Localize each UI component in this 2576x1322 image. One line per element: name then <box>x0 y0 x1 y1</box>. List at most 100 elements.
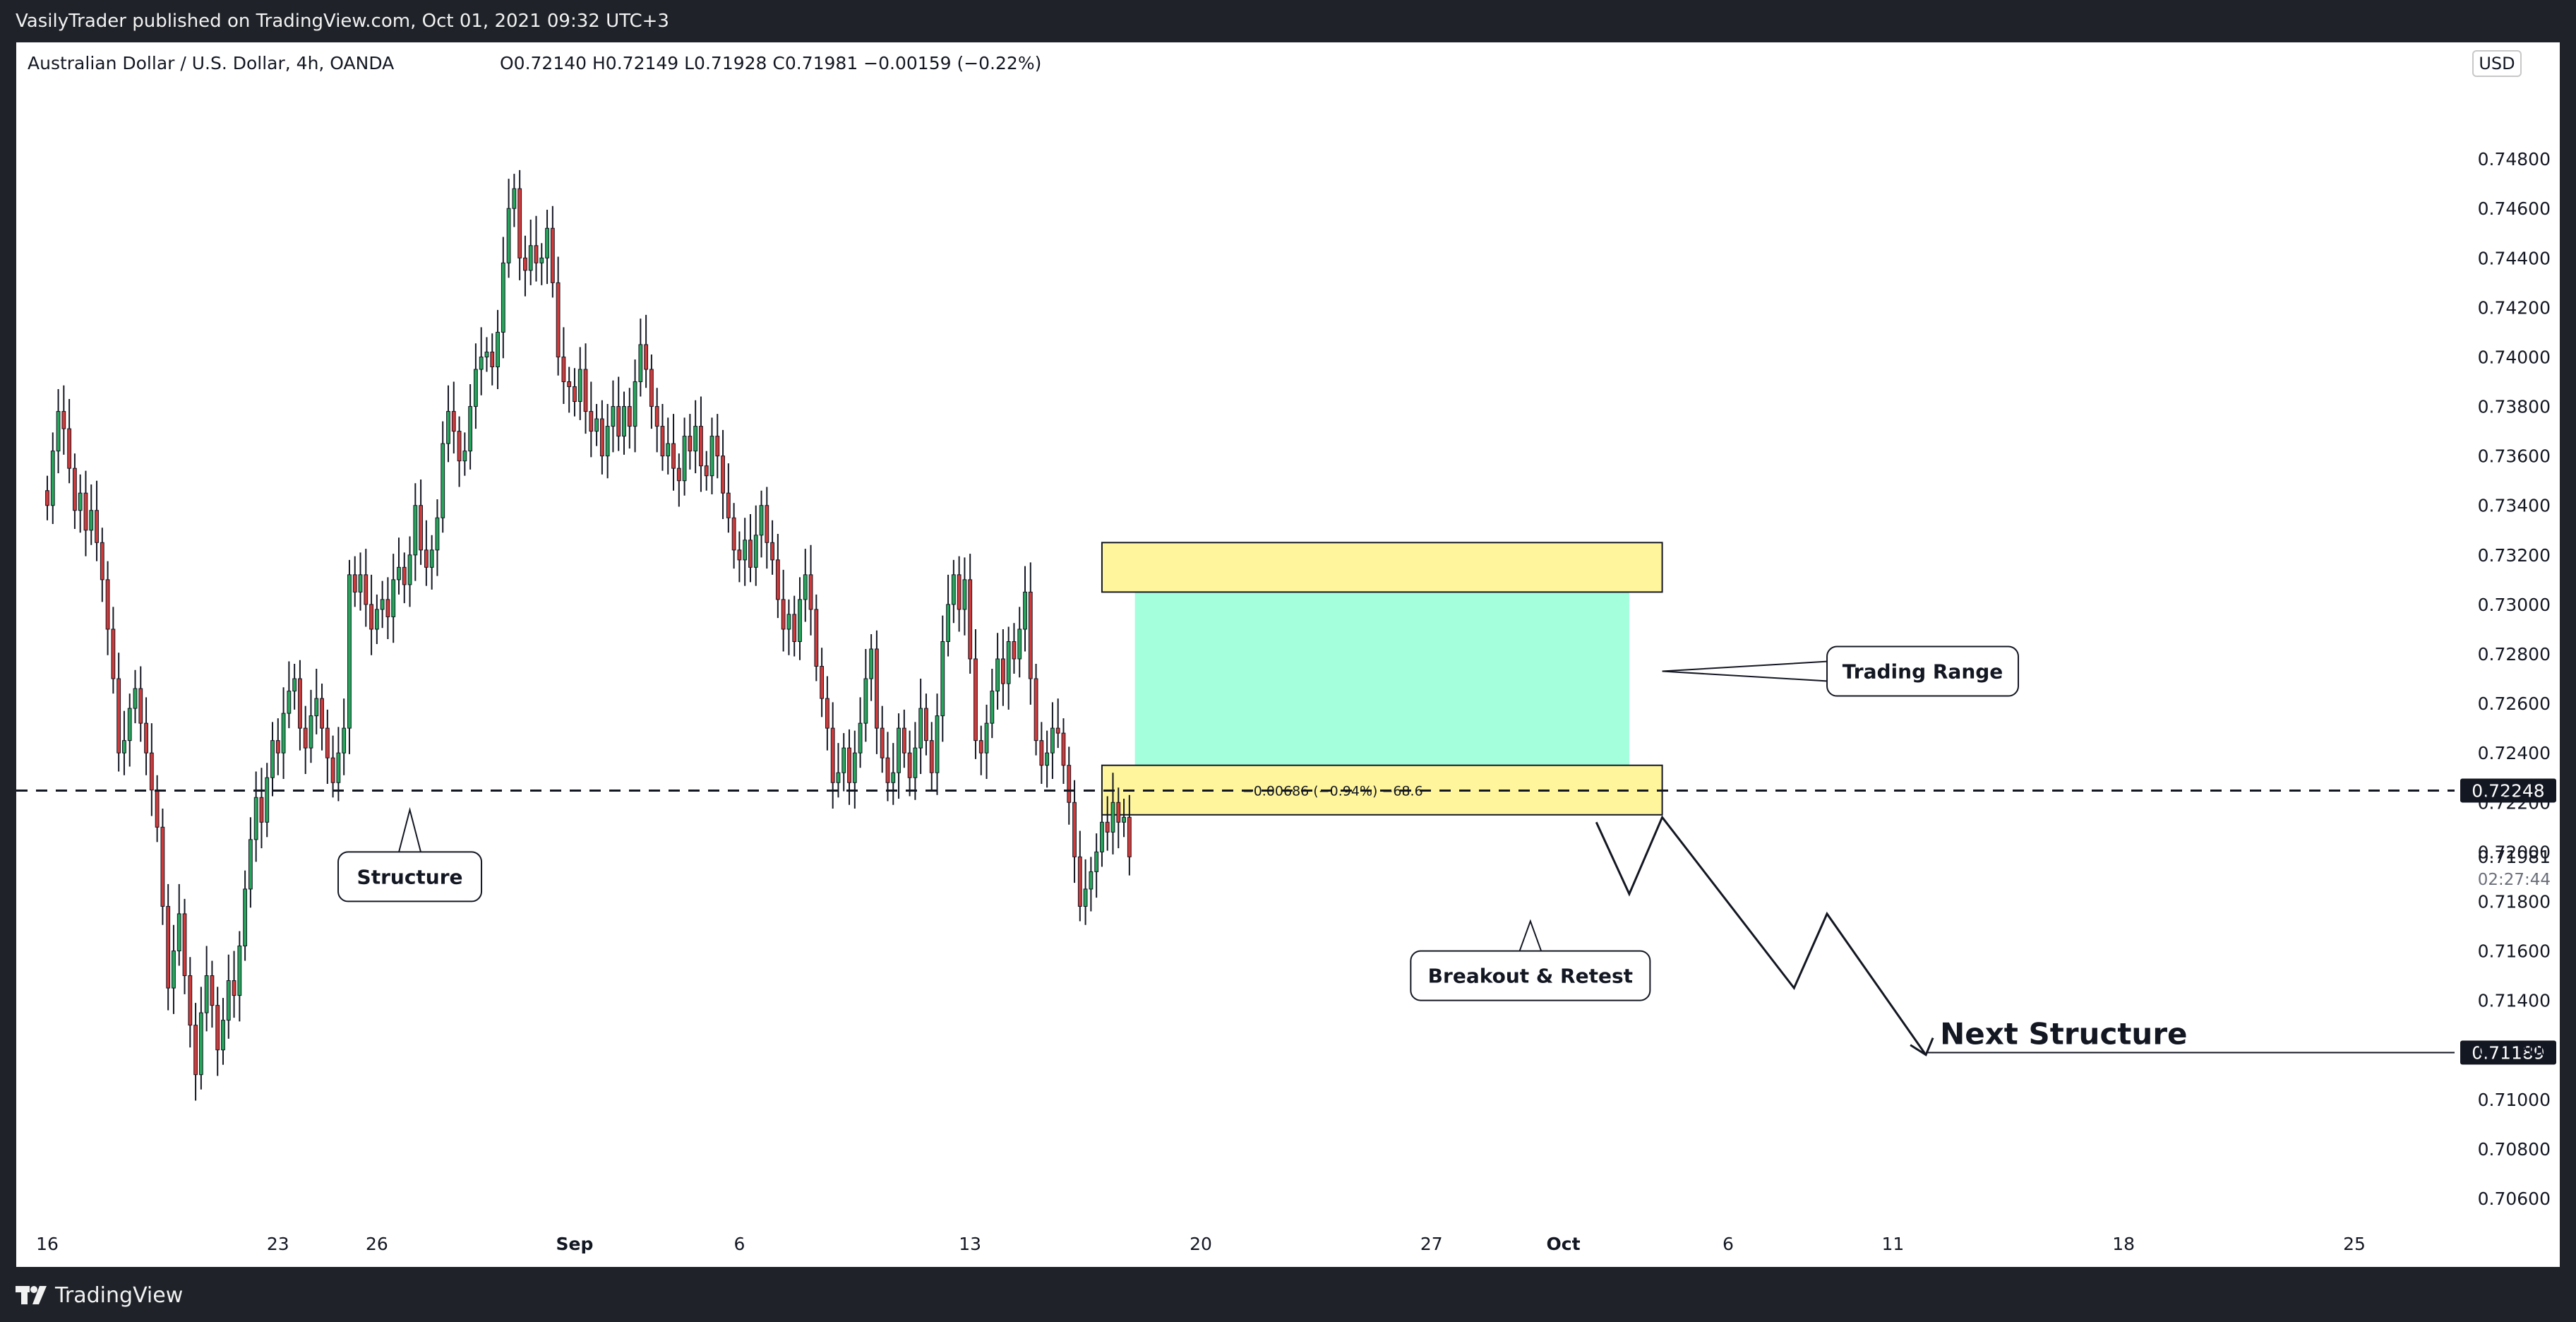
candle-body <box>852 752 857 783</box>
candle-body <box>462 451 467 462</box>
legend-ohlc: O0.72140 H0.72149 L0.71928 C0.71981 −0.0… <box>500 53 1041 73</box>
y-tick-label: 0.73400 <box>2478 496 2551 516</box>
x-tick-label: 25 <box>2343 1234 2366 1254</box>
candle-body <box>468 406 473 452</box>
candle-body <box>682 436 687 482</box>
candle-body <box>1012 641 1017 660</box>
candle-body <box>320 698 324 729</box>
candle-body <box>424 549 429 568</box>
currency-button[interactable] <box>2472 50 2522 77</box>
tradingview-brand[interactable]: TradingView <box>16 1281 183 1309</box>
candle-body <box>786 614 791 630</box>
candle-body <box>748 540 753 568</box>
candle-body <box>1055 727 1060 734</box>
candle-body <box>880 727 885 758</box>
candle-body <box>429 549 434 568</box>
candle-body <box>402 566 407 585</box>
candle-body <box>243 888 248 947</box>
candle-body <box>67 428 72 469</box>
callout-box <box>1826 645 2020 697</box>
x-tick-label: 23 <box>267 1234 289 1254</box>
candle-body <box>765 505 769 543</box>
candle-body <box>1116 802 1121 823</box>
candle-body <box>775 559 780 600</box>
candle-body <box>1017 629 1022 660</box>
candle-body <box>105 579 110 630</box>
candle-body <box>918 708 923 749</box>
candle-body <box>308 715 313 749</box>
candle-body <box>314 698 319 717</box>
candle-body <box>380 599 385 610</box>
candle-body <box>528 245 533 271</box>
candle-body <box>990 691 995 724</box>
projection-arrowhead <box>1910 1037 1934 1056</box>
x-tick-label: Oct <box>1547 1234 1581 1254</box>
candle-body <box>1110 802 1115 833</box>
candle-body <box>1000 658 1005 684</box>
price-chart[interactable]: 0.72248 0.71189 0.71981 02:27:44 −0.00686 (−… <box>16 42 2560 1267</box>
next-structure-label: Next Structure <box>1940 1017 2187 1052</box>
candle-body <box>743 540 748 561</box>
callout-text: Trading Range <box>1843 660 2003 684</box>
y-tick-label: 0.74600 <box>2478 198 2551 219</box>
candle-body <box>479 356 484 370</box>
countdown-label: 02:27:44 <box>2478 871 2551 889</box>
candle-body <box>803 574 808 600</box>
candle-body <box>1034 678 1038 742</box>
candle-body <box>836 772 841 783</box>
trading-range-callout[interactable]: Trading Range <box>1662 645 2020 697</box>
breakout-retest-callout[interactable]: Breakout & Retest <box>1410 919 1651 1001</box>
candle-body <box>232 980 236 996</box>
candle-body <box>1045 752 1050 766</box>
x-tick-label: 6 <box>733 1234 745 1254</box>
candle-body <box>688 436 693 452</box>
candle-body <box>858 722 863 754</box>
y-tick-label: 0.74000 <box>2478 347 2551 367</box>
candle-body <box>210 975 215 1006</box>
candle-body <box>1077 856 1082 907</box>
candle-body <box>605 426 610 457</box>
structure-callout[interactable]: Structure <box>337 806 483 903</box>
candle-body <box>237 946 242 996</box>
candle-body <box>419 505 424 551</box>
candle-body <box>534 245 539 263</box>
candle-body <box>265 777 270 823</box>
candle-body <box>100 542 104 580</box>
candle-body <box>325 727 330 758</box>
target-level-tag <box>2460 1040 2556 1065</box>
candle-body <box>517 188 522 258</box>
candle-body <box>924 708 928 742</box>
candle-body <box>654 406 659 427</box>
candle-body <box>281 713 286 754</box>
candle-body <box>798 599 802 642</box>
candle-body <box>364 574 369 605</box>
candle-body <box>385 599 390 617</box>
candle-body <box>506 208 511 263</box>
candle-body <box>1039 740 1044 766</box>
candle-body <box>298 678 302 729</box>
candle-body <box>946 604 950 642</box>
candle-body <box>215 1005 220 1051</box>
candle-body <box>781 599 786 630</box>
candle-body <box>292 678 297 692</box>
projection-path[interactable] <box>1595 815 1927 1056</box>
candle-body <box>737 549 742 561</box>
candle-body <box>435 517 440 551</box>
candle-body <box>721 455 725 494</box>
x-tick-label: 13 <box>959 1234 981 1254</box>
candle-body <box>644 344 649 370</box>
publish-header: VasilyTrader published on TradingView.co… <box>0 0 2576 42</box>
candle-body <box>957 574 961 610</box>
candle-body <box>176 913 181 952</box>
candle-body <box>594 418 599 432</box>
candle-body <box>753 535 758 568</box>
candle-body <box>660 426 665 457</box>
candle-body <box>496 331 500 367</box>
x-tick-label: 6 <box>1723 1234 1734 1254</box>
upper-zone-box[interactable] <box>1101 542 1663 593</box>
candle-body <box>144 722 148 754</box>
callout-box <box>337 851 483 903</box>
chart-frame[interactable]: 0.72248 0.71189 0.71981 02:27:44 −0.00686 (−… <box>16 42 2560 1267</box>
trading-range-box[interactable] <box>1134 592 1629 766</box>
candle-body <box>622 406 626 437</box>
